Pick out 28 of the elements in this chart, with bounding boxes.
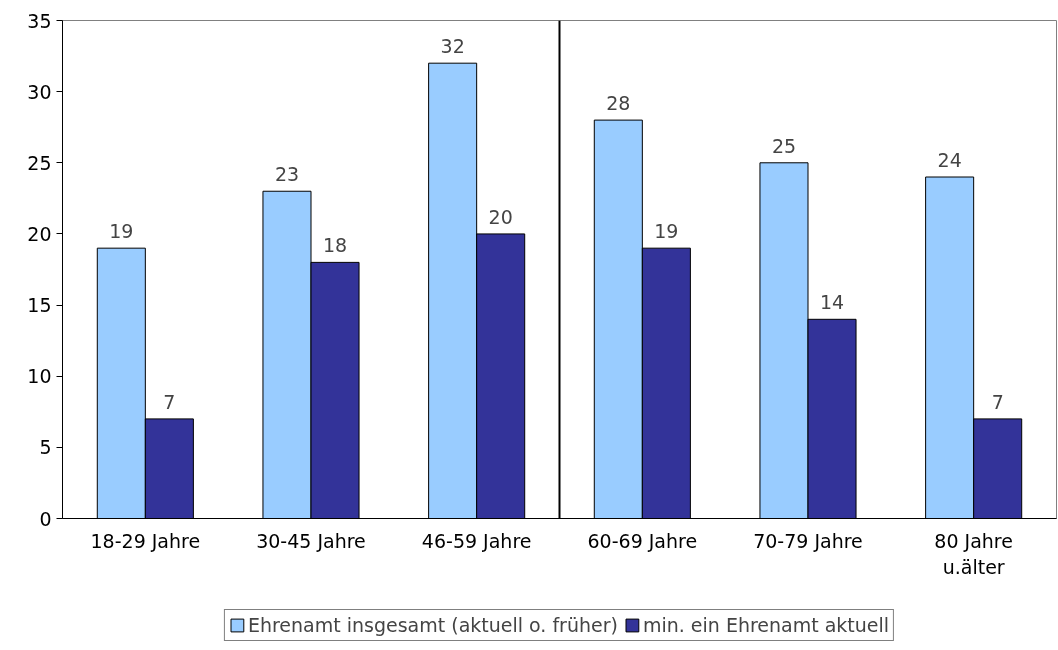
- data-label: 24: [937, 149, 962, 172]
- legend-label: Ehrenamt insgesamt (aktuell o. früher): [247, 613, 618, 636]
- y-tick-label: 10: [27, 365, 52, 388]
- x-tick-label: 30-45 Jahre: [256, 529, 366, 552]
- data-label: 32: [440, 35, 465, 58]
- data-label: 7: [991, 390, 1004, 413]
- x-tick-label: 60-69 Jahre: [587, 529, 698, 552]
- x-tick-label: 70-79 Jahre: [753, 529, 863, 552]
- data-label: 25: [771, 134, 797, 157]
- legend-label: min. ein Ehrenamt aktuell: [642, 613, 890, 636]
- y-tick-label: 25: [27, 151, 52, 174]
- data-label: 18: [322, 234, 348, 257]
- y-tick-label: 5: [39, 436, 52, 459]
- data-label: 28: [606, 92, 631, 115]
- y-tick-label: 0: [39, 507, 52, 530]
- data-label: 23: [274, 163, 300, 186]
- data-label: 20: [488, 205, 513, 228]
- data-label: 19: [654, 220, 679, 243]
- y-tick-label: 20: [27, 222, 52, 245]
- x-tick-label: 46-59 Jahre: [421, 529, 532, 552]
- data-label: 7: [163, 390, 176, 413]
- x-tick-label: 80 Jahre u.älter: [934, 529, 1013, 578]
- x-tick-label: 18-29 Jahre: [90, 529, 201, 552]
- y-tick-label: 35: [27, 9, 52, 32]
- data-label: 14: [819, 291, 845, 314]
- data-label: 19: [109, 220, 134, 243]
- y-tick-label: 30: [27, 80, 52, 103]
- y-tick-label: 15: [27, 294, 52, 317]
